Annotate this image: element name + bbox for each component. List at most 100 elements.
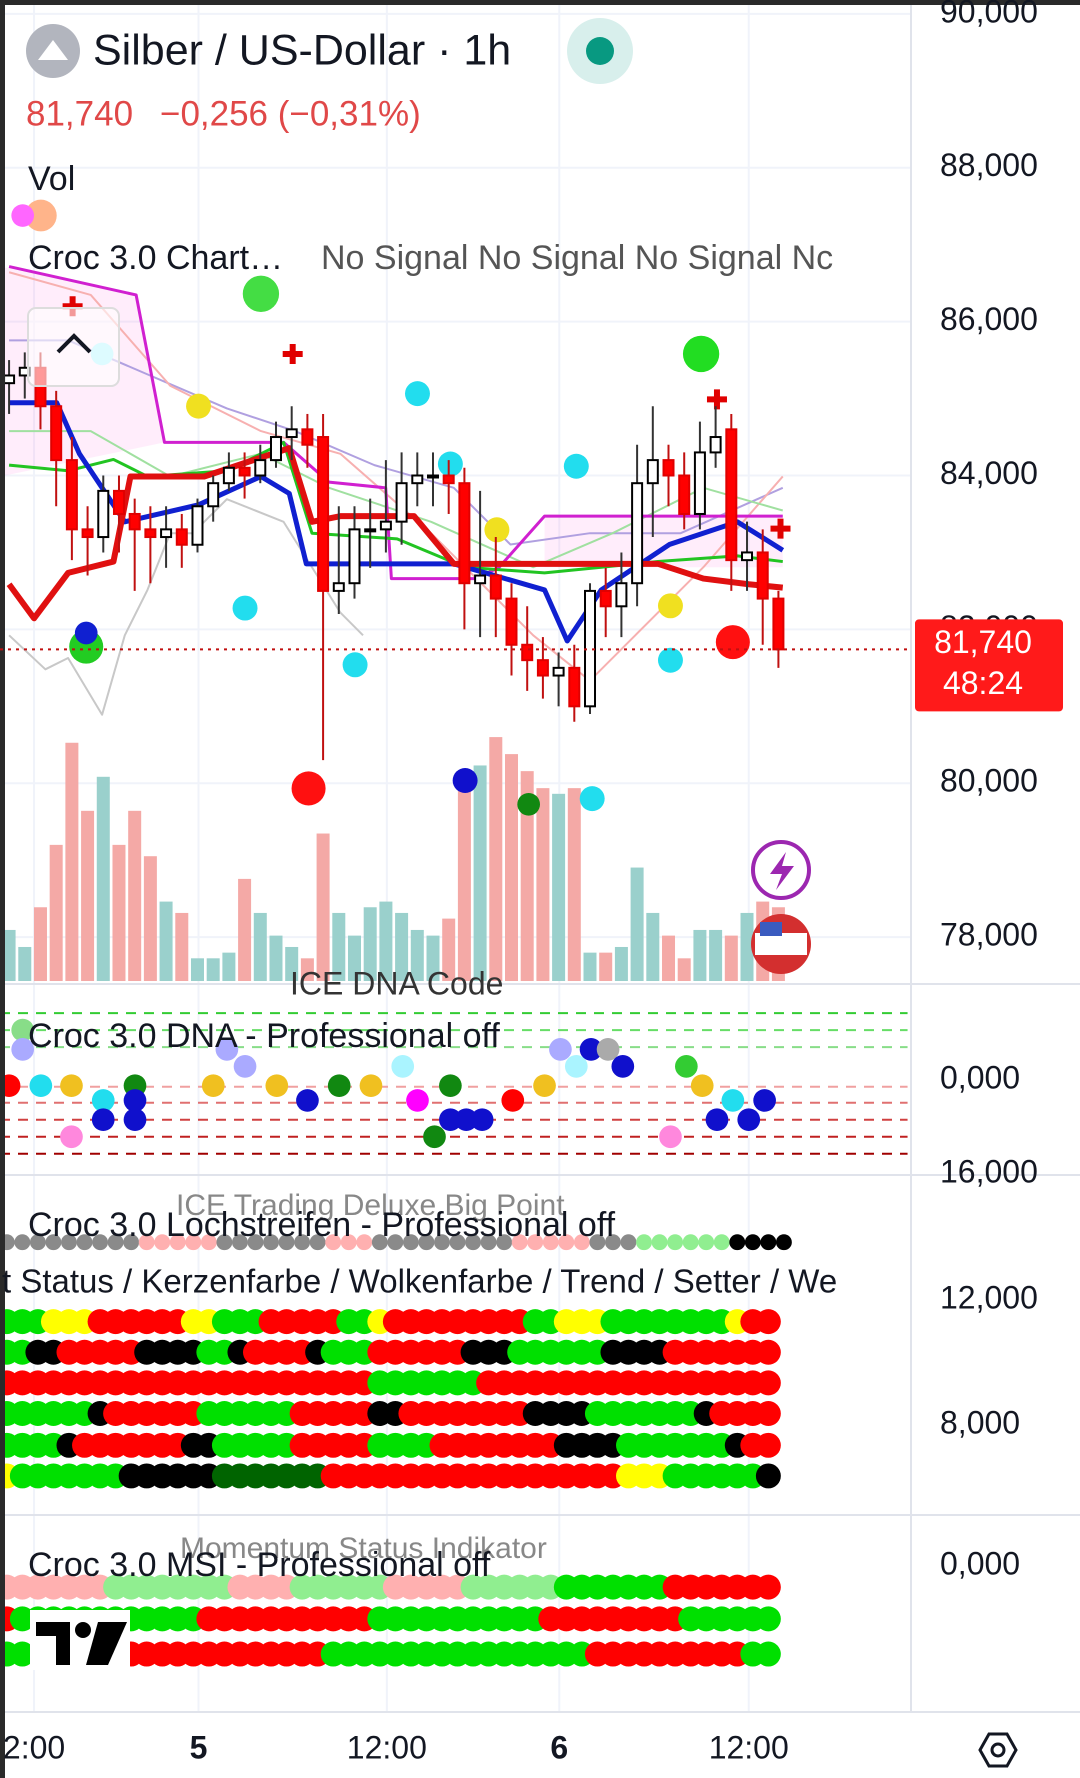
status-dot: [755, 1432, 781, 1458]
status-dot: [29, 1234, 46, 1251]
signal-dot: [242, 275, 280, 312]
candle-body: [458, 482, 471, 585]
x-tick-label: 6: [550, 1729, 568, 1765]
candle-body: [50, 405, 63, 462]
dna-dot: [296, 1089, 319, 1112]
pane-label[interactable]: Croc 3.0 MSI - Professional off: [28, 1546, 491, 1584]
status-dot: [605, 1234, 621, 1251]
volume-layer: [2, 737, 785, 981]
status-dot: [729, 1234, 746, 1251]
dna-dot: [690, 1074, 714, 1098]
status-dot: [755, 1606, 781, 1632]
candle-body: [395, 482, 408, 523]
candle-body: [662, 459, 675, 477]
status-dot: [651, 1234, 668, 1251]
trend-line: [9, 400, 785, 644]
candle-body: [426, 474, 439, 479]
indicator-label[interactable]: Croc 3.0 Chart…: [28, 239, 283, 277]
status-dot: [496, 1234, 513, 1251]
frame-left: [0, 0, 5, 1778]
candle-body: [442, 474, 455, 485]
dna-dot: [423, 1125, 446, 1149]
candle-body: [489, 574, 502, 600]
candle-body: [191, 505, 204, 546]
candle-body: [536, 659, 549, 677]
status-dot: [294, 1234, 311, 1251]
volume-bar: [332, 912, 346, 981]
volume-bar: [442, 918, 456, 981]
settings-icon[interactable]: [978, 1732, 1018, 1768]
volume-bar: [583, 952, 597, 981]
logo-part: [36, 1622, 70, 1665]
volume-bar: [520, 771, 534, 981]
candle-body: [364, 528, 377, 533]
volume-bar: [709, 929, 723, 981]
volume-bar: [410, 929, 424, 981]
volume-bar: [363, 907, 377, 981]
status-dot: [309, 1234, 326, 1251]
status-dot: [713, 1234, 730, 1251]
status-dot: [465, 1234, 482, 1251]
dna-dot: [359, 1074, 383, 1098]
dna-dot: [11, 1038, 35, 1061]
signal-dot: [291, 771, 326, 806]
status-dot: [14, 1234, 31, 1251]
signal-dot: [437, 451, 463, 477]
volume-bar: [253, 912, 267, 981]
alert-icon-bolt: [770, 852, 794, 890]
candle-body: [112, 489, 125, 515]
dna-dot: [721, 1089, 745, 1112]
dna-dot: [611, 1055, 635, 1078]
x-tick-label: 5: [190, 1729, 208, 1765]
x-tick-label: 12:00: [347, 1729, 427, 1765]
pane-tick-label: 0,000: [940, 1059, 1020, 1095]
volume-bar: [599, 952, 613, 981]
candle-body: [144, 528, 157, 539]
candle-body: [631, 482, 644, 585]
dna-dot: [454, 1108, 478, 1132]
volume-label[interactable]: Vol: [28, 160, 75, 198]
volume-bar: [395, 912, 409, 981]
dna-dot: [439, 1108, 462, 1132]
dna-dot: [439, 1074, 462, 1098]
status-dot: [511, 1234, 528, 1251]
status-dot: [92, 1234, 108, 1251]
candle-body: [568, 666, 581, 708]
status-dot: [356, 1234, 373, 1251]
volume-bar: [175, 912, 189, 981]
pane-tick-label: 0,000: [940, 1545, 1020, 1581]
volume-bar: [159, 901, 173, 981]
volume-bar: [379, 901, 393, 981]
dna-dot: [215, 1038, 239, 1061]
status-dot: [76, 1234, 93, 1251]
status-dot: [154, 1234, 171, 1251]
candle-body: [741, 551, 754, 562]
pane-label[interactable]: Croc 3.0 DNA - Professional off: [28, 1017, 500, 1055]
status-dot: [480, 1234, 497, 1251]
volume-bar: [285, 946, 299, 981]
dna-dot: [29, 1074, 53, 1098]
volume-bar: [614, 946, 628, 981]
status-dot: [573, 1234, 590, 1251]
volume-bar: [269, 935, 283, 981]
candle-body: [81, 528, 94, 539]
volume-bar: [33, 907, 47, 981]
candles-layer: [3, 352, 785, 761]
tradingview-logo[interactable]: [30, 1610, 130, 1670]
price-change: −0,256 (−0,31%): [160, 94, 421, 133]
signal-dot: [24, 199, 57, 232]
candle-body: [411, 474, 424, 485]
dna-dot: [470, 1108, 494, 1132]
volume-bar: [81, 810, 95, 981]
volume-bar: [567, 788, 581, 981]
volume-bar: [65, 742, 79, 981]
pane-label[interactable]: Croc 3.0 Lochstreifen - Professional off: [28, 1206, 616, 1244]
symbol-title[interactable]: Silber / US-Dollar · 1h: [93, 26, 511, 74]
signal-dot: [11, 204, 35, 227]
collapse-button[interactable]: [27, 307, 120, 387]
status-dot: [247, 1234, 264, 1251]
volume-bar: [347, 935, 361, 981]
signal-labels: No Signal No Signal No Signal Nc: [321, 239, 833, 277]
dna-dot: [0, 1074, 21, 1098]
